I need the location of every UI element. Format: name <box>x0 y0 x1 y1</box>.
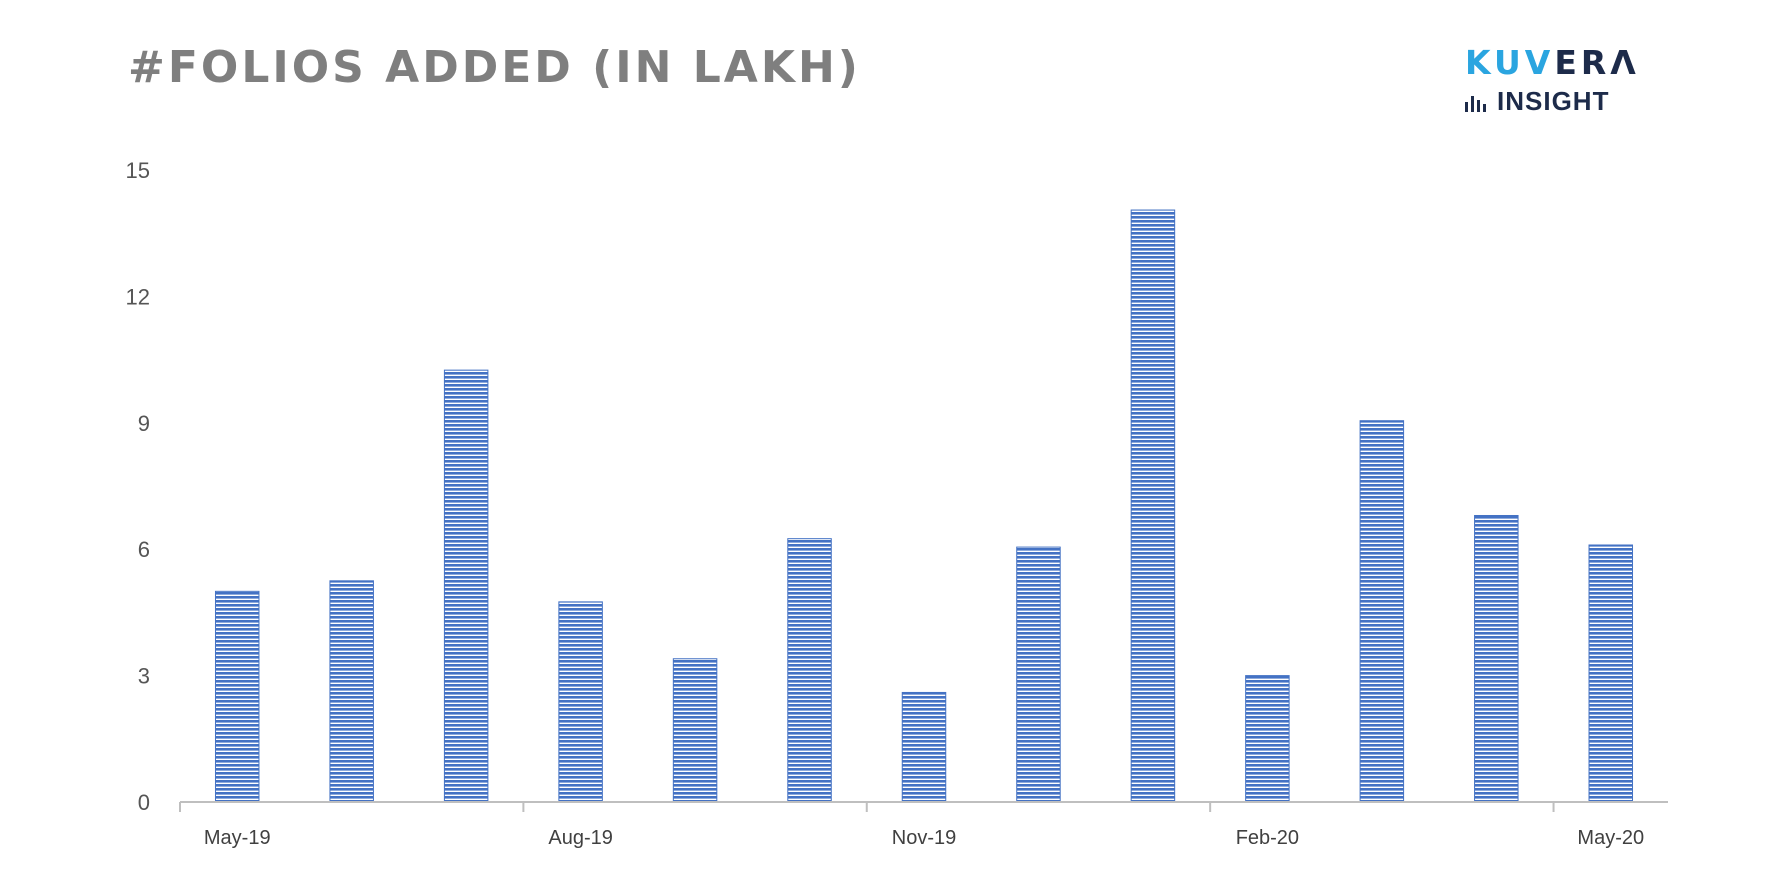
bar-Aug-19 <box>558 601 603 803</box>
bar-Oct-19 <box>787 538 832 803</box>
y-tick-label: 9 <box>138 411 150 436</box>
bar-series <box>214 209 1634 803</box>
x-tick-label: May-19 <box>204 827 271 849</box>
logo-subtitle: INSIGHT <box>1497 86 1610 116</box>
page-title: #FOLIOS ADDED (IN LAKH) <box>128 42 861 93</box>
y-tick-label: 0 <box>138 790 150 815</box>
bar-Mar-20 <box>1359 420 1405 803</box>
kuvera-insight-logo: KUVERΛ INSIGHT <box>1465 44 1645 117</box>
logo-subtitle-row: INSIGHT <box>1465 86 1645 117</box>
bar-Nov-19 <box>901 691 947 803</box>
logo-brand-part2: ERΛ <box>1554 43 1640 82</box>
bar-May-19 <box>214 590 260 803</box>
x-tick-label: Aug-19 <box>548 827 613 849</box>
x-axis: May-19 Aug-19 Nov-19 Feb-20 May-20 <box>179 801 1668 849</box>
bar-Apr-20 <box>1474 514 1519 803</box>
bar-chart-icon <box>1465 95 1486 112</box>
x-tick-label: Nov-19 <box>892 827 956 849</box>
bar-Feb-20 <box>1245 675 1290 803</box>
bar-Jul-19 <box>443 369 489 803</box>
y-tick-label: 6 <box>138 537 150 562</box>
bar-May-20 <box>1588 544 1634 803</box>
x-tick-label: Feb-20 <box>1236 827 1299 849</box>
y-tick-label: 15 <box>126 158 150 183</box>
y-tick-label: 3 <box>138 664 150 689</box>
logo-brand-part1: KUV <box>1465 43 1555 82</box>
logo-brand: KUVERΛ <box>1465 44 1645 82</box>
bar-Dec-19 <box>1016 546 1061 803</box>
bar-Sep-19 <box>672 658 718 803</box>
x-tick-label: May-20 <box>1577 827 1644 849</box>
y-tick-label: 12 <box>126 284 150 309</box>
bar-Jan-20 <box>1130 209 1176 803</box>
bar-Jun-19 <box>329 580 374 803</box>
y-axis: 0 3 6 9 12 15 <box>126 158 150 815</box>
